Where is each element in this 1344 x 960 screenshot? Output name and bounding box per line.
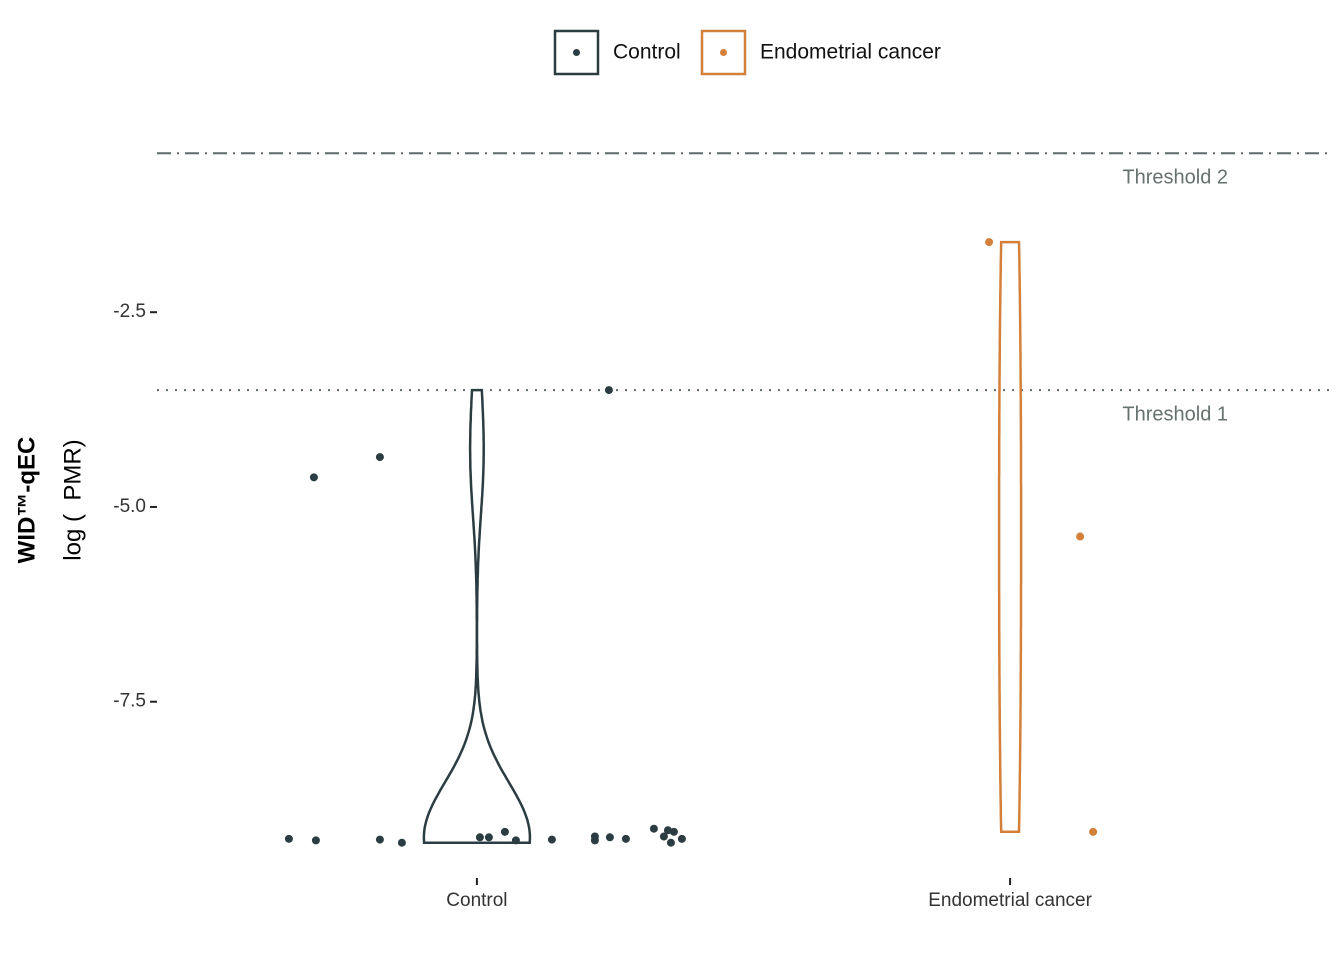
data-point xyxy=(475,833,484,842)
data-point xyxy=(375,453,384,462)
y-axis-title: WID™-qEC xyxy=(13,437,40,564)
legend-label: Endometrial cancer xyxy=(760,41,941,64)
data-point xyxy=(547,835,556,844)
y-axis-subtitle: log ( PMR) xyxy=(59,439,86,560)
data-point xyxy=(649,824,658,833)
data-point xyxy=(500,827,509,836)
y-tick-label: -7.5 xyxy=(113,691,146,712)
data-point xyxy=(985,238,994,247)
threshold-label: Threshold 1 xyxy=(1122,403,1228,425)
violin xyxy=(422,388,532,844)
data-point xyxy=(311,836,320,845)
legend-dot xyxy=(573,49,580,56)
threshold-label: Threshold 2 xyxy=(1122,167,1228,189)
legend-dot xyxy=(720,49,727,56)
data-point xyxy=(1089,827,1098,836)
data-point xyxy=(669,827,678,836)
data-point xyxy=(663,826,672,835)
legend-key xyxy=(553,29,600,76)
y-tick-label: -5.0 xyxy=(113,496,146,517)
data-point xyxy=(484,833,493,842)
data-point xyxy=(397,838,406,847)
data-point xyxy=(605,833,614,842)
y-tick-label: -2.5 xyxy=(113,301,146,322)
data-point xyxy=(1076,532,1085,541)
data-point xyxy=(604,386,613,395)
legend-label: Control xyxy=(613,41,681,64)
data-point xyxy=(666,838,675,847)
data-point xyxy=(659,832,668,841)
data-point xyxy=(621,834,630,843)
data-point xyxy=(375,835,384,844)
x-tick-label: Endometrial cancer xyxy=(928,890,1092,911)
data-point xyxy=(511,836,520,845)
data-point xyxy=(309,473,318,482)
data-point xyxy=(284,834,293,843)
legend-key xyxy=(700,29,747,76)
data-point xyxy=(677,834,686,843)
violin xyxy=(997,240,1023,834)
data-point xyxy=(590,836,599,845)
x-tick-label: Control xyxy=(446,890,507,911)
